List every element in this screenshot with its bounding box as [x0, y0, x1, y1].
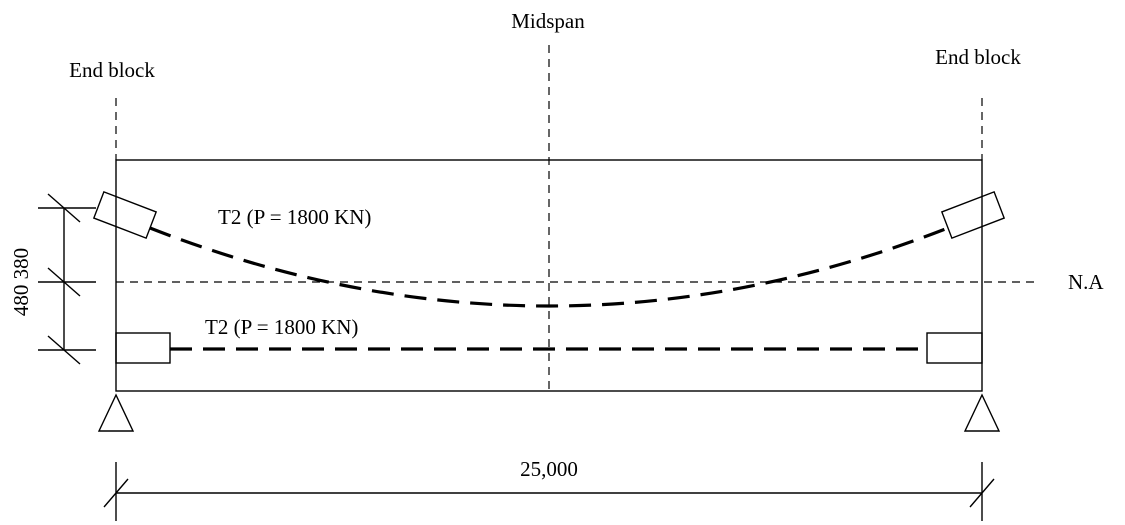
vertical-dim-tick-top: [47, 193, 81, 223]
midspan-label: Midspan: [511, 9, 585, 33]
end-block-left-label: End block: [69, 58, 155, 82]
tendon-upper-label: T2 (P = 1800 KN): [218, 205, 371, 229]
span-dim-tick-right: [969, 478, 995, 508]
tendon-lower-label: T2 (P = 1800 KN): [205, 315, 358, 339]
span-length-label: 25,000: [520, 457, 578, 481]
support-right: [963, 393, 1001, 432]
tendon-upper-parabolic: [149, 226, 949, 308]
anchor-upper-left: [92, 190, 158, 240]
neutral-axis-label: N.A: [1068, 270, 1104, 294]
anchor-upper-right: [940, 190, 1006, 240]
anchor-lower-left: [115, 332, 171, 364]
span-dim-tick-left: [103, 478, 129, 508]
beam-outline: [115, 159, 983, 392]
end-block-right-label: End block: [935, 45, 1021, 69]
vertical-dim-tick-mid: [47, 267, 81, 297]
support-left: [97, 393, 135, 432]
vertical-dimension-label: 480 380: [9, 248, 33, 316]
anchor-lower-right: [926, 332, 983, 364]
vertical-dim-tick-bottom: [47, 335, 81, 365]
